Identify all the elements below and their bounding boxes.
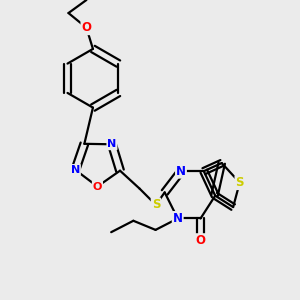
Text: O: O [196, 234, 206, 247]
Text: N: N [107, 139, 117, 149]
Text: S: S [236, 176, 244, 189]
Text: O: O [81, 21, 92, 34]
Text: S: S [152, 198, 160, 212]
Text: N: N [71, 165, 80, 175]
Text: N: N [173, 212, 183, 225]
Text: N: N [176, 165, 186, 178]
Text: O: O [93, 182, 102, 191]
